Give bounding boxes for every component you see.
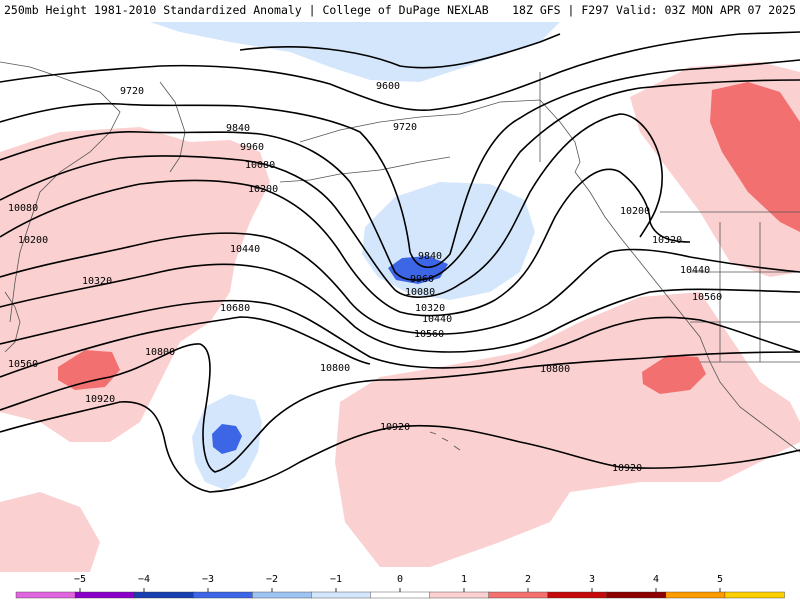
coastlines-and-borders	[0, 61, 800, 453]
contour-10320	[0, 232, 800, 335]
contour-label: 10200	[248, 184, 278, 195]
anomaly-core-west-coast	[642, 355, 706, 394]
contour-10680	[0, 316, 371, 378]
contour-label: 10080	[8, 203, 38, 214]
coastline-north-america	[574, 171, 800, 453]
colorbar-label: 0	[396, 574, 404, 585]
colorbar-label: 3	[588, 574, 596, 585]
colorbar-label: −5	[73, 574, 87, 585]
contour-label: 10920	[612, 463, 642, 474]
contour-label: 10080	[245, 160, 275, 171]
map-header: 250mb Height 1981-2010 Standardized Anom…	[0, 0, 800, 22]
contour-label: 9960	[240, 142, 264, 153]
contour-label: 10920	[380, 422, 410, 433]
contour-label: 10680	[220, 303, 250, 314]
contour-label: 10440	[680, 265, 710, 276]
contour-9960	[0, 79, 800, 281]
contour-label: 9720	[120, 86, 144, 97]
contour-label: 10560	[414, 329, 444, 340]
colorbar-label: 2	[524, 574, 532, 585]
negative-anomaly-shading	[150, 22, 560, 490]
colorbar-band	[606, 591, 667, 599]
contour-label: 10320	[415, 303, 445, 314]
contour-label: 10320	[652, 235, 682, 246]
colorbar-band	[193, 591, 254, 599]
state-borders	[690, 222, 800, 362]
height-contours	[0, 31, 800, 493]
contour-label: 10560	[692, 292, 722, 303]
anomaly-colorbar: −5 −4 −3 −2 −1 0 1 2 3 4 5	[0, 572, 800, 600]
contour-label: 10920	[85, 394, 115, 405]
contour-9720-west	[0, 31, 800, 112]
contour-label: 10320	[82, 276, 112, 287]
contour-labels: 9720 9600 9720 9840 9960 10080 10080 102…	[8, 81, 722, 474]
contour-10080	[0, 113, 663, 298]
positive-anomaly-shading	[0, 62, 800, 572]
coastline-asia	[0, 61, 121, 323]
colorbar-band	[488, 591, 549, 599]
contour-9840	[0, 59, 800, 269]
contour-label: 10800	[320, 363, 350, 374]
colorbar-band	[724, 591, 785, 599]
contour-label: 10800	[145, 347, 175, 358]
contour-label: 9960	[410, 274, 434, 285]
coastline-alaska	[299, 99, 581, 173]
contour-label: 10440	[422, 314, 452, 325]
colorbar-band	[665, 591, 726, 599]
anomaly-area-southwest-pacific	[0, 492, 100, 572]
contour-9600	[239, 33, 561, 69]
colorbar-label: 1	[460, 574, 468, 585]
anomaly-core-west-pacific	[58, 350, 120, 390]
contour-label: 10200	[620, 206, 650, 217]
contour-label: 10080	[405, 287, 435, 298]
colorbar-band	[429, 591, 490, 599]
colorbar-band	[15, 591, 76, 599]
colorbar-bands	[15, 588, 785, 599]
coastline-aleutians	[279, 156, 451, 183]
anomaly-core-western-canada	[710, 82, 800, 232]
colorbar-label: −3	[201, 574, 215, 585]
contour-10560	[0, 299, 800, 369]
contour-10800	[0, 343, 800, 473]
contour-label: 9840	[226, 123, 250, 134]
colorbar-label: −1	[329, 574, 343, 585]
colorbar-label: 4	[652, 574, 660, 585]
contour-label: 10560	[8, 359, 38, 370]
colorbar-band	[311, 591, 372, 599]
contour-10920	[0, 401, 800, 493]
weather-map: 9720 9600 9720 9840 9960 10080 10080 102…	[0, 22, 800, 572]
map-title: 250mb Height 1981-2010 Standardized Anom…	[4, 3, 489, 17]
contour-label: 9600	[376, 81, 400, 92]
model-run-info: 18Z GFS | F297 Valid: 03Z MON APR 07 202…	[512, 3, 796, 17]
contour-label: 10200	[18, 235, 48, 246]
colorbar-band	[74, 591, 135, 599]
contour-label: 10800	[540, 364, 570, 375]
contour-label: 9840	[418, 251, 442, 262]
colorbar-band	[370, 591, 431, 599]
contour-label: 9720	[393, 122, 417, 133]
contour-label: 10440	[230, 244, 260, 255]
coastline-hawaii	[429, 431, 461, 451]
contour-10200	[0, 168, 691, 317]
colorbar-label: −4	[137, 574, 151, 585]
contour-10440	[0, 263, 800, 353]
colorbar-band	[252, 591, 313, 599]
colorbar-band	[133, 591, 194, 599]
anomaly-area-arctic	[150, 22, 560, 82]
colorbar-label: −2	[265, 574, 279, 585]
colorbar-label: 5	[716, 574, 724, 585]
colorbar-band	[547, 591, 608, 599]
coastline-japan	[4, 291, 21, 353]
anomaly-core-central-pacific	[212, 424, 242, 454]
